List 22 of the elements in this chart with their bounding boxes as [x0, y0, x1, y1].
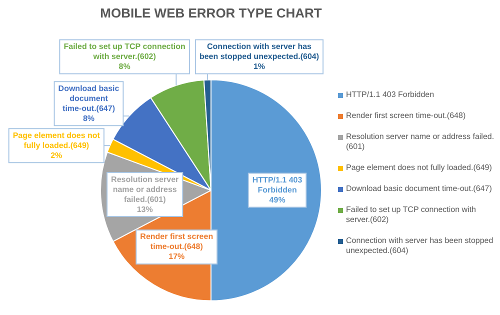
data-label: 49% [269, 196, 286, 205]
legend-label: Connection with server has been stopped unexpected.(604) [346, 236, 494, 256]
legend-label: HTTP/1.1 403 Forbidden [346, 90, 434, 100]
slice-label: Resolution server name or address failed.(601) [111, 174, 179, 204]
slice-label: Connection with server has been stopped unexpected.(604) [199, 42, 320, 62]
slice-label: Page element does not fully loaded.(649) [12, 130, 100, 150]
legend-label: Download basic document time-out.(647) [346, 184, 492, 194]
slice-label: Download basic document time-out.(647) [58, 84, 120, 113]
data-label: 8% [82, 114, 95, 123]
slice-label: Failed to set up TCP connection with server.(602) [64, 42, 186, 62]
data-label: 8% [118, 62, 130, 72]
legend-label: Failed to set up TCP connection with server.(602) [346, 205, 477, 225]
data-label: 13% [136, 204, 153, 214]
data-label: 1% [253, 62, 266, 72]
legend-label: Resolution server name or address failed.(601) [346, 132, 496, 152]
legend-label: Render first screen time-out.(648) [346, 111, 466, 121]
data-label: 2% [50, 150, 62, 160]
data-label: 17% [168, 252, 185, 262]
slice-label: HTTP/1.1 403 Forbidden [252, 176, 303, 195]
legend-label: Page element does not fully loaded.(649) [346, 163, 492, 173]
slice-label: Render first screen time-out.(648) [140, 232, 214, 252]
chart-title: MOBILE WEB ERROR TYPE CHART [100, 5, 322, 20]
